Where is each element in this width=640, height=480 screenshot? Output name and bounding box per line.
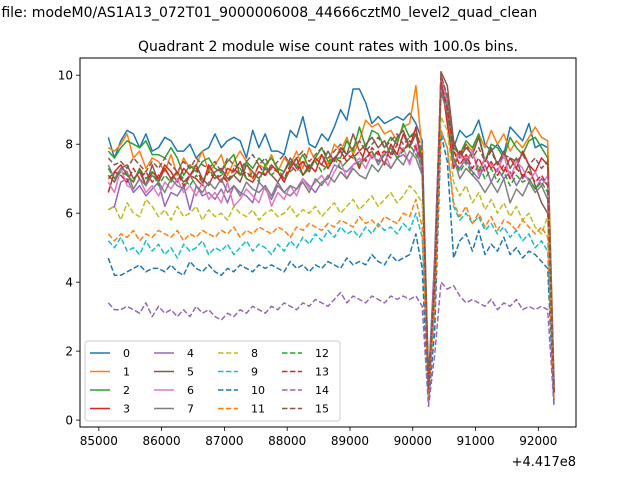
y-tick-label: 2: [65, 345, 73, 359]
x-tick-label: 85000: [80, 434, 118, 448]
series-line-11: [107, 129, 555, 400]
series-line-3: [107, 77, 555, 390]
legend-label-15: 15: [315, 403, 329, 416]
x-tick-label: 92000: [519, 434, 557, 448]
legend-label-3: 3: [123, 403, 130, 416]
axes-frame: [79, 57, 577, 428]
legend-label-13: 13: [315, 366, 329, 379]
legend-label-0: 0: [123, 347, 130, 360]
legend-label-8: 8: [251, 347, 258, 360]
figure-suptitle: n file: modeM0/AS1A13_072T01_9000006008_…: [0, 5, 537, 21]
x-tick-label: 89000: [331, 434, 369, 448]
series-line-9: [107, 129, 555, 403]
legend-label-1: 1: [123, 366, 130, 379]
legend-label-10: 10: [251, 384, 265, 397]
series-line-12: [107, 84, 555, 393]
series-line-7: [107, 91, 555, 393]
y-tick-label: 8: [65, 138, 73, 152]
legend-label-4: 4: [187, 347, 194, 360]
legend-label-14: 14: [315, 384, 329, 397]
y-tick-label: 6: [65, 207, 73, 221]
x-tick-label: 88000: [268, 434, 306, 448]
x-tick-label: 86000: [143, 434, 181, 448]
series-line-5: [107, 71, 555, 393]
plot-area: [107, 71, 555, 408]
chart-title: Quadrant 2 module wise count rates with …: [138, 39, 518, 55]
legend-label-2: 2: [123, 384, 130, 397]
legend-label-7: 7: [187, 403, 194, 416]
series-line-15: [107, 74, 555, 390]
x-offset-label: +4.417e8: [512, 455, 576, 470]
y-tick-label: 0: [65, 414, 73, 428]
series-line-4: [107, 84, 555, 393]
legend-label-9: 9: [251, 366, 258, 379]
x-tick-label: 87000: [205, 434, 243, 448]
series-line-13: [107, 81, 555, 393]
legend-box: [84, 340, 341, 422]
series-line-10: [107, 133, 555, 404]
y-tick-label: 4: [65, 276, 73, 290]
series-line-0: [107, 81, 555, 383]
series-line-8: [107, 115, 555, 400]
legend-label-11: 11: [251, 403, 265, 416]
x-axis: 85000 86000 87000 88000 89000 90000 91000 92000: [80, 427, 557, 448]
legend-label-6: 6: [187, 384, 194, 397]
y-tick-label: 10: [58, 69, 73, 83]
y-axis: 0 2 4 6 8 10: [58, 69, 80, 428]
legend-label-12: 12: [315, 347, 329, 360]
legend-label-5: 5: [187, 366, 194, 379]
x-tick-label: 90000: [394, 434, 432, 448]
x-tick-label: 91000: [456, 434, 494, 448]
